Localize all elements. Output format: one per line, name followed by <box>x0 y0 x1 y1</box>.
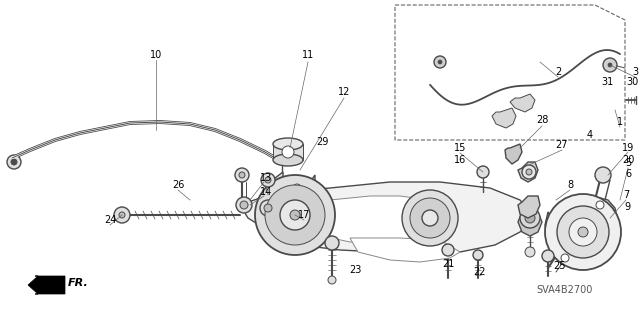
Text: 16: 16 <box>454 155 466 165</box>
Text: 12: 12 <box>338 87 350 97</box>
Circle shape <box>525 247 535 257</box>
Text: 11: 11 <box>302 50 314 60</box>
Text: 22: 22 <box>474 267 486 277</box>
Circle shape <box>265 185 325 245</box>
Circle shape <box>235 168 249 182</box>
Text: FR.: FR. <box>68 278 89 288</box>
Circle shape <box>325 236 339 250</box>
Polygon shape <box>518 196 540 218</box>
Ellipse shape <box>273 154 303 166</box>
Circle shape <box>240 201 248 209</box>
Circle shape <box>522 165 536 179</box>
Circle shape <box>280 200 310 230</box>
Circle shape <box>557 206 609 258</box>
Polygon shape <box>350 238 460 262</box>
Circle shape <box>603 58 617 72</box>
Circle shape <box>561 254 569 262</box>
Polygon shape <box>275 172 315 202</box>
Circle shape <box>434 56 446 68</box>
Circle shape <box>282 146 294 158</box>
Text: 31: 31 <box>601 77 613 87</box>
Text: SVA4B2700: SVA4B2700 <box>537 285 593 295</box>
Polygon shape <box>492 108 516 128</box>
Text: 10: 10 <box>150 50 162 60</box>
Circle shape <box>11 159 17 165</box>
Polygon shape <box>295 196 450 242</box>
Circle shape <box>410 198 450 238</box>
Text: 27: 27 <box>556 140 568 150</box>
Text: 20: 20 <box>622 155 634 165</box>
Text: 15: 15 <box>454 143 466 153</box>
Circle shape <box>525 213 535 223</box>
Circle shape <box>473 250 483 260</box>
Text: 24: 24 <box>104 215 116 225</box>
Text: 28: 28 <box>536 115 548 125</box>
Circle shape <box>328 276 336 284</box>
Circle shape <box>526 169 532 175</box>
Text: 4: 4 <box>587 130 593 140</box>
Circle shape <box>578 227 588 237</box>
Circle shape <box>596 201 604 209</box>
Ellipse shape <box>273 138 303 150</box>
Circle shape <box>402 190 458 246</box>
Circle shape <box>438 60 442 64</box>
Polygon shape <box>28 276 65 294</box>
Polygon shape <box>273 144 303 160</box>
Circle shape <box>422 210 438 226</box>
Circle shape <box>119 212 125 218</box>
Circle shape <box>264 204 272 212</box>
Text: 23: 23 <box>349 265 361 275</box>
Text: 6: 6 <box>625 169 631 179</box>
Text: 5: 5 <box>625 158 631 168</box>
Text: 13: 13 <box>260 173 272 183</box>
Circle shape <box>290 210 300 220</box>
Circle shape <box>442 244 454 256</box>
Text: 21: 21 <box>442 259 454 269</box>
Text: 1: 1 <box>617 117 623 127</box>
Circle shape <box>595 167 611 183</box>
Text: 25: 25 <box>554 261 566 271</box>
Circle shape <box>261 173 275 187</box>
Text: 26: 26 <box>172 180 184 190</box>
Polygon shape <box>240 182 535 255</box>
Text: 29: 29 <box>316 137 328 147</box>
Circle shape <box>608 63 612 67</box>
Circle shape <box>297 203 307 213</box>
Text: 9: 9 <box>624 202 630 212</box>
Text: 2: 2 <box>555 67 561 77</box>
Circle shape <box>293 184 301 192</box>
Text: 7: 7 <box>623 190 629 200</box>
Circle shape <box>7 155 21 169</box>
Text: 3: 3 <box>632 67 638 77</box>
Text: 17: 17 <box>298 210 310 220</box>
Polygon shape <box>545 198 618 268</box>
Polygon shape <box>518 162 538 182</box>
Circle shape <box>520 208 540 228</box>
Circle shape <box>569 218 597 246</box>
Circle shape <box>114 207 130 223</box>
Text: 30: 30 <box>626 77 638 87</box>
Text: 19: 19 <box>622 143 634 153</box>
Circle shape <box>477 166 489 178</box>
Polygon shape <box>505 144 522 164</box>
Circle shape <box>260 200 276 216</box>
Polygon shape <box>510 94 535 112</box>
Text: 14: 14 <box>260 187 272 197</box>
Circle shape <box>265 177 271 183</box>
Circle shape <box>239 172 245 178</box>
Circle shape <box>255 175 335 255</box>
Polygon shape <box>518 202 542 236</box>
Circle shape <box>542 250 554 262</box>
Text: 8: 8 <box>567 180 573 190</box>
Circle shape <box>545 194 621 270</box>
Circle shape <box>236 197 252 213</box>
